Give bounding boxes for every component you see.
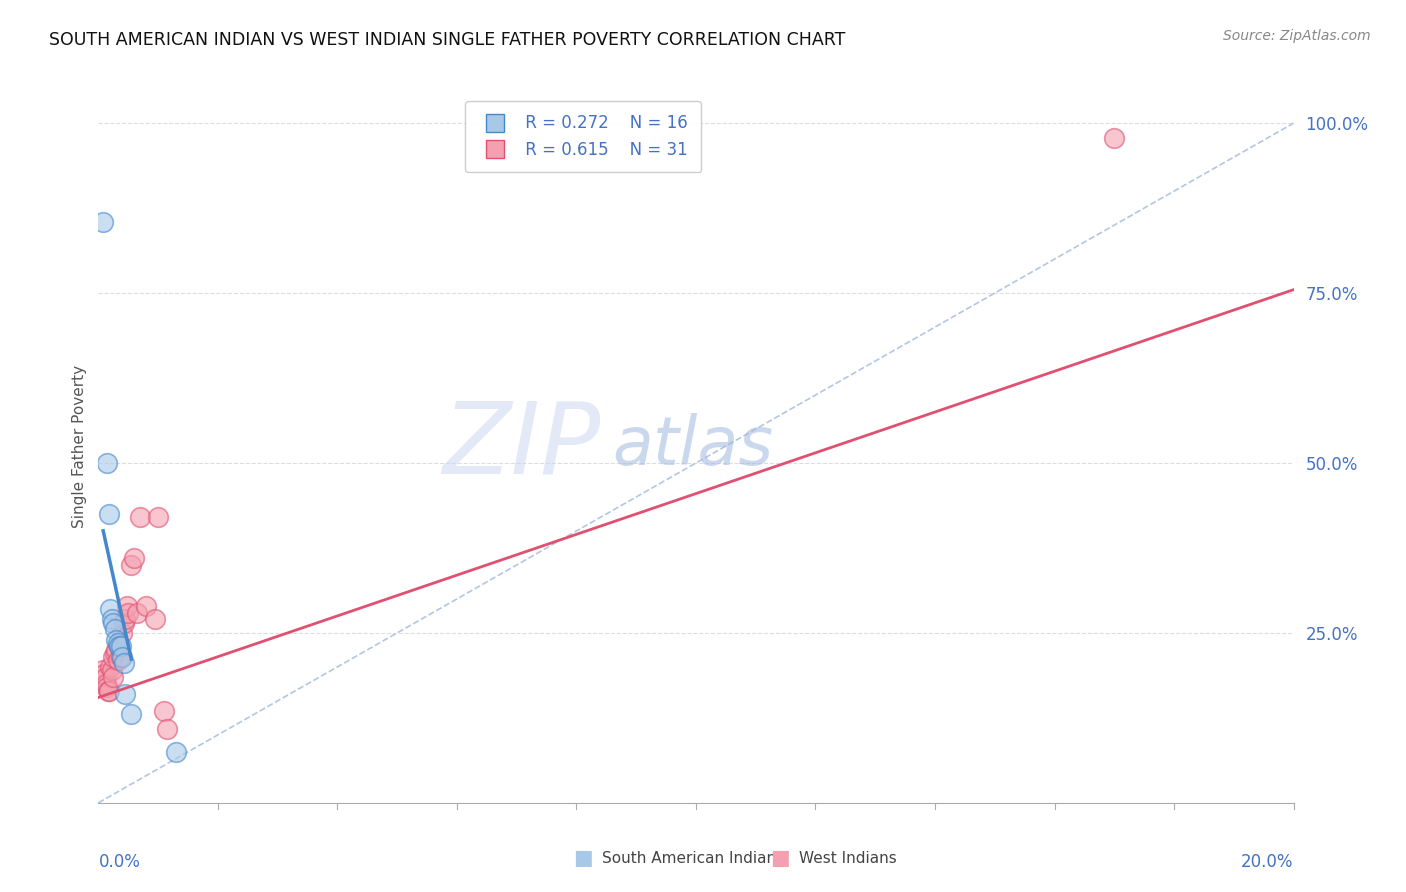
Point xyxy=(96,456,118,470)
Point xyxy=(98,660,122,674)
Point xyxy=(114,687,136,701)
Point xyxy=(148,510,170,524)
Point xyxy=(98,602,122,616)
Point xyxy=(153,704,176,718)
Point xyxy=(110,649,132,664)
Point xyxy=(1104,131,1126,145)
Text: ■: ■ xyxy=(574,848,593,868)
Point xyxy=(110,640,132,654)
Text: South American Indians: South American Indians xyxy=(602,851,785,865)
Text: ■: ■ xyxy=(770,848,790,868)
Point xyxy=(98,683,121,698)
Point xyxy=(107,653,129,667)
Point xyxy=(91,215,114,229)
Point xyxy=(96,680,118,694)
Point xyxy=(117,606,139,620)
Point xyxy=(108,640,131,654)
Text: SOUTH AMERICAN INDIAN VS WEST INDIAN SINGLE FATHER POVERTY CORRELATION CHART: SOUTH AMERICAN INDIAN VS WEST INDIAN SIN… xyxy=(49,31,845,49)
Point xyxy=(108,640,131,654)
Point xyxy=(165,745,187,759)
Point xyxy=(112,657,135,671)
Point xyxy=(93,666,115,681)
Point xyxy=(105,643,128,657)
Text: West Indians: West Indians xyxy=(799,851,897,865)
Point xyxy=(120,558,142,572)
Point xyxy=(103,649,125,664)
Y-axis label: Single Father Poverty: Single Father Poverty xyxy=(72,365,87,527)
Point xyxy=(111,649,134,664)
Point xyxy=(120,707,142,722)
Point xyxy=(91,663,114,677)
Point xyxy=(156,723,179,737)
Point xyxy=(98,507,121,521)
Point xyxy=(107,636,129,650)
Text: ZIP: ZIP xyxy=(441,398,600,494)
Point xyxy=(94,670,117,684)
Point xyxy=(100,612,122,626)
Point xyxy=(135,599,157,613)
Point xyxy=(96,677,118,691)
Point xyxy=(104,646,127,660)
Point xyxy=(114,612,136,626)
Text: Source: ZipAtlas.com: Source: ZipAtlas.com xyxy=(1223,29,1371,43)
Point xyxy=(127,606,149,620)
Point xyxy=(124,551,146,566)
Point xyxy=(105,632,128,647)
Point xyxy=(104,623,127,637)
Point xyxy=(115,599,138,613)
Text: 0.0%: 0.0% xyxy=(98,853,141,871)
Legend:  R = 0.272    N = 16,  R = 0.615    N = 31: R = 0.272 N = 16, R = 0.615 N = 31 xyxy=(465,101,702,172)
Point xyxy=(112,615,135,630)
Point xyxy=(97,683,120,698)
Point xyxy=(111,626,134,640)
Point xyxy=(100,663,122,677)
Point xyxy=(103,615,125,630)
Point xyxy=(129,510,152,524)
Text: 20.0%: 20.0% xyxy=(1241,853,1294,871)
Text: atlas: atlas xyxy=(613,413,773,479)
Point xyxy=(101,670,124,684)
Point xyxy=(143,612,166,626)
